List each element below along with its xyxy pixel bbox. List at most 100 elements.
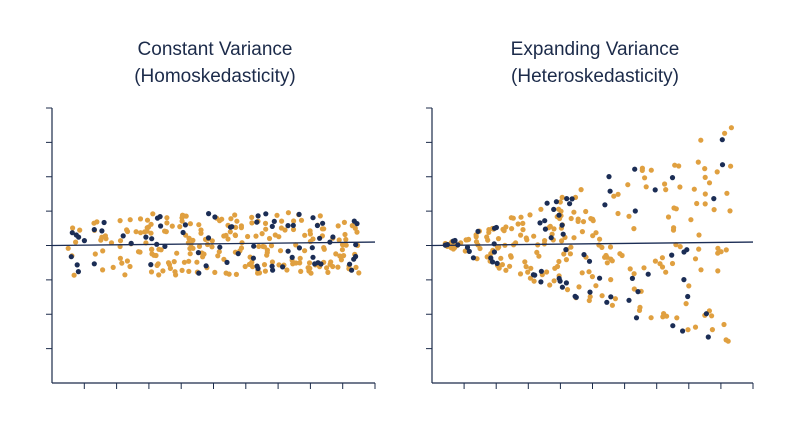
gold-data-point bbox=[721, 321, 727, 328]
navy-data-point bbox=[353, 242, 359, 248]
gold-data-point bbox=[495, 236, 502, 242]
gold-data-point bbox=[238, 225, 244, 231]
navy-data-point bbox=[317, 235, 323, 241]
gold-data-point bbox=[527, 275, 534, 281]
gold-data-point bbox=[615, 210, 621, 217]
gold-data-point bbox=[137, 249, 143, 255]
gold-data-point bbox=[615, 191, 621, 197]
gold-data-point bbox=[673, 206, 679, 212]
gold-data-point bbox=[179, 212, 186, 218]
gold-data-point bbox=[608, 277, 614, 283]
navy-data-point bbox=[224, 259, 230, 265]
gold-data-point bbox=[691, 186, 697, 192]
gold-data-point bbox=[186, 268, 192, 274]
gold-data-point bbox=[225, 236, 231, 242]
gold-data-point bbox=[238, 245, 245, 251]
gold-data-point bbox=[723, 247, 729, 253]
gold-data-point bbox=[631, 286, 637, 292]
navy-data-point bbox=[572, 293, 578, 299]
navy-data-point bbox=[296, 211, 302, 217]
gold-data-point bbox=[196, 222, 202, 228]
right-chart-title-line1: Expanding Variance bbox=[510, 39, 680, 60]
gold-data-point bbox=[138, 230, 144, 236]
gold-data-point bbox=[571, 209, 577, 215]
navy-data-point bbox=[597, 275, 603, 281]
navy-data-point bbox=[488, 255, 494, 261]
navy-data-point bbox=[626, 297, 632, 303]
gold-data-point bbox=[242, 263, 248, 270]
gold-data-point bbox=[547, 223, 553, 229]
gold-data-point bbox=[321, 245, 327, 251]
left-chart-title-line2: (Homoskedasticity) bbox=[134, 66, 296, 87]
gold-data-point bbox=[293, 242, 299, 248]
gold-data-point bbox=[149, 246, 155, 253]
gold-data-point bbox=[234, 218, 240, 224]
gold-data-point bbox=[144, 217, 151, 223]
gold-data-point bbox=[626, 213, 632, 219]
gold-data-point bbox=[190, 237, 196, 243]
gold-data-point bbox=[284, 267, 290, 273]
navy-data-point bbox=[563, 280, 570, 286]
gold-data-point bbox=[714, 169, 720, 175]
navy-data-point bbox=[684, 247, 690, 253]
gold-data-point bbox=[609, 302, 616, 308]
gold-data-point bbox=[272, 232, 278, 238]
navy-data-point bbox=[604, 299, 610, 305]
navy-data-point bbox=[544, 200, 550, 206]
navy-data-point bbox=[310, 215, 316, 221]
gold-data-point bbox=[341, 219, 347, 225]
gold-data-point bbox=[285, 210, 291, 216]
gold-data-point bbox=[671, 225, 677, 231]
navy-data-point bbox=[538, 279, 544, 285]
gold-data-point bbox=[324, 265, 330, 271]
gold-data-point bbox=[698, 137, 704, 143]
gold-data-point bbox=[298, 268, 304, 274]
navy-data-point bbox=[250, 255, 256, 261]
gold-data-point bbox=[297, 255, 303, 261]
navy-data-point bbox=[235, 251, 241, 257]
gold-data-point bbox=[551, 278, 557, 284]
gold-data-point bbox=[174, 250, 180, 256]
gold-data-point bbox=[722, 130, 728, 136]
navy-data-point bbox=[74, 262, 80, 268]
gold-data-point bbox=[149, 251, 155, 257]
gold-data-point bbox=[672, 162, 678, 168]
navy-data-point bbox=[553, 199, 560, 205]
left-chart-title-line1: Constant Variance bbox=[137, 39, 293, 60]
gold-data-point bbox=[249, 220, 255, 226]
gold-data-point bbox=[259, 231, 265, 237]
gold-data-point bbox=[524, 237, 530, 243]
gold-data-point bbox=[216, 249, 222, 255]
navy-data-point bbox=[196, 270, 202, 276]
gold-data-point bbox=[256, 243, 262, 249]
gold-data-point bbox=[337, 253, 343, 259]
gold-data-point bbox=[498, 255, 504, 261]
navy-data-point bbox=[162, 243, 168, 249]
navy-data-point bbox=[310, 254, 316, 260]
navy-data-point bbox=[289, 254, 295, 260]
gold-data-point bbox=[339, 242, 346, 248]
gold-data-point bbox=[590, 216, 596, 222]
navy-data-point bbox=[464, 244, 471, 250]
gold-data-point bbox=[228, 216, 234, 222]
gold-data-point bbox=[166, 262, 173, 268]
gold-data-point bbox=[696, 232, 702, 238]
gold-data-point bbox=[73, 239, 79, 245]
navy-data-point bbox=[542, 226, 549, 232]
gold-data-point bbox=[688, 217, 694, 223]
gold-data-point bbox=[219, 216, 225, 222]
gold-data-point bbox=[164, 220, 170, 226]
gold-data-point bbox=[249, 214, 255, 220]
navy-data-point bbox=[75, 269, 81, 275]
navy-data-point bbox=[229, 224, 235, 230]
gold-data-point bbox=[71, 272, 77, 278]
gold-data-point bbox=[117, 218, 123, 224]
gold-data-point bbox=[715, 250, 721, 256]
gold-data-point bbox=[531, 233, 537, 239]
gold-data-point bbox=[232, 212, 238, 218]
navy-data-point bbox=[285, 248, 291, 254]
gold-data-point bbox=[298, 217, 305, 223]
gold-data-point bbox=[148, 230, 154, 236]
gold-data-point bbox=[602, 254, 608, 260]
navy-data-point bbox=[99, 228, 105, 234]
